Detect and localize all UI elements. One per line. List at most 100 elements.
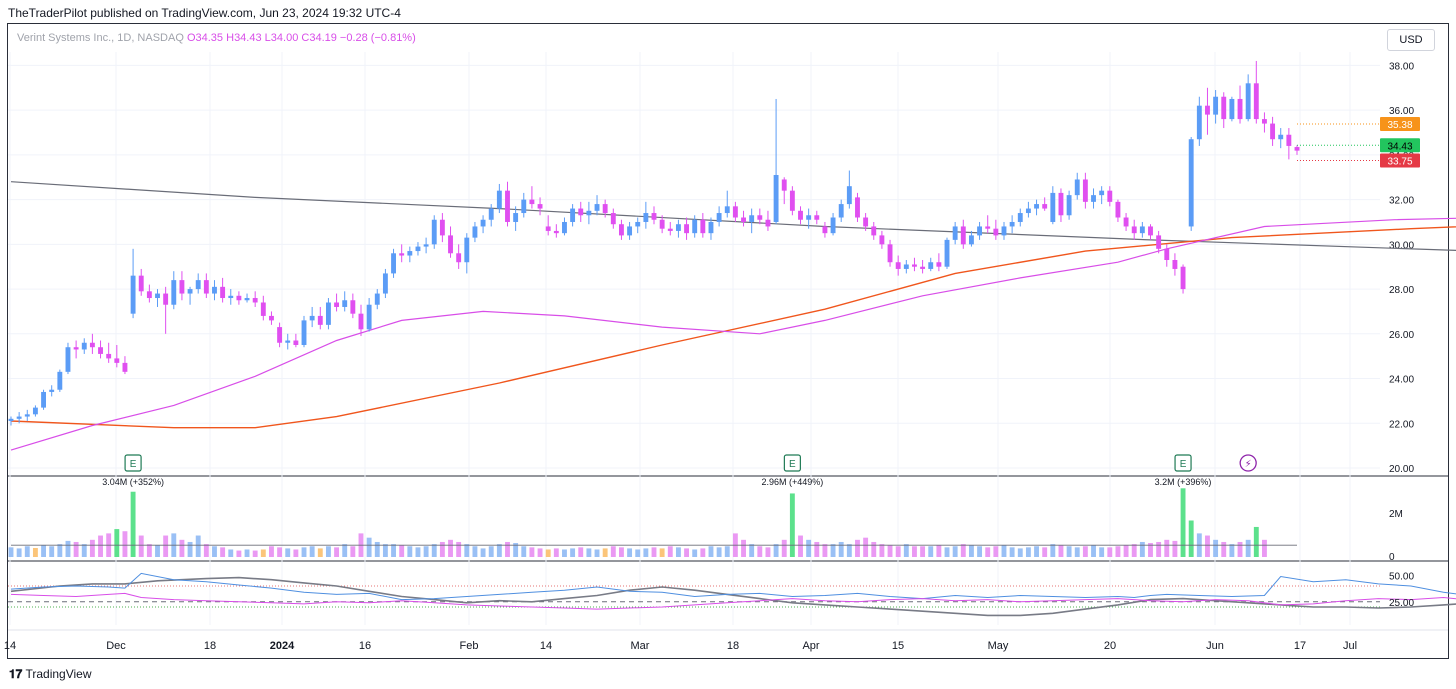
candle-body xyxy=(952,226,958,240)
candle-body xyxy=(464,237,470,263)
volume-bar xyxy=(757,546,763,557)
volume-bar xyxy=(293,549,299,557)
volume-bar xyxy=(895,546,901,557)
candle-body xyxy=(49,389,55,392)
volume-bar xyxy=(944,547,950,557)
volume-bar xyxy=(57,544,63,557)
candle-body xyxy=(171,280,177,305)
legend-high-label: H xyxy=(226,32,235,44)
volume-bar xyxy=(1229,544,1235,557)
candle-body xyxy=(659,219,665,229)
volume-bar xyxy=(879,544,885,557)
volume-bar xyxy=(49,546,55,557)
price-tick-label: 26.00 xyxy=(1389,330,1414,341)
candle-body xyxy=(570,208,576,222)
candle-body xyxy=(773,175,779,222)
candle-body xyxy=(350,300,356,314)
volume-bar xyxy=(8,547,14,557)
candle-body xyxy=(130,275,136,314)
volume-bar xyxy=(1042,547,1048,557)
candle-body xyxy=(32,407,38,415)
candle-body xyxy=(944,239,950,267)
volume-bar xyxy=(675,547,681,557)
volume-bar xyxy=(1253,526,1259,557)
volume-bar xyxy=(382,544,388,557)
volume-bar xyxy=(1017,548,1023,557)
split-lightning-icon xyxy=(1239,454,1257,472)
volume-bar xyxy=(903,544,909,557)
time-tick-label: Jun xyxy=(1206,640,1224,652)
candle-body xyxy=(488,208,494,220)
time-tick-label: May xyxy=(988,640,1009,652)
volume-bar xyxy=(968,545,974,557)
volume-bar xyxy=(928,546,934,557)
candle-body xyxy=(1074,179,1080,196)
candle-body xyxy=(830,217,836,234)
volume-bar xyxy=(920,546,926,557)
volume-bar xyxy=(1115,546,1121,557)
time-tick-label: 2024 xyxy=(270,640,295,652)
volume-bar xyxy=(130,491,136,557)
volume-bar xyxy=(488,546,494,557)
volume-bar xyxy=(798,535,803,557)
volume-bar xyxy=(545,549,551,557)
volume-bar xyxy=(1058,545,1064,557)
volume-bar xyxy=(635,549,641,557)
candle-body xyxy=(1025,208,1031,214)
volume-bar xyxy=(952,546,958,557)
candle-body xyxy=(16,416,22,419)
currency-button[interactable]: USD xyxy=(1387,29,1435,51)
volume-bar xyxy=(521,546,527,557)
candle-body xyxy=(1196,105,1202,140)
tradingview-logo-text: TradingView xyxy=(25,667,92,681)
volume-bar xyxy=(789,493,795,557)
time-tick-label: 16 xyxy=(359,640,371,652)
volume-bar xyxy=(993,546,999,557)
volume-bar xyxy=(317,548,323,557)
candle-body xyxy=(741,217,746,222)
ma-fast-line xyxy=(10,217,1456,451)
candle-body xyxy=(619,224,624,236)
volume-bar xyxy=(309,546,315,557)
candle-body xyxy=(765,219,771,227)
candle-body xyxy=(513,213,519,222)
volume-bar xyxy=(1139,541,1145,557)
candle-body xyxy=(521,199,527,214)
time-tick-label: 15 xyxy=(892,640,904,652)
candle-body xyxy=(236,295,242,301)
candle-body xyxy=(496,190,502,209)
volume-bar xyxy=(586,548,592,557)
published-caption: TheTraderPilot published on TradingView.… xyxy=(8,6,401,20)
volume-bar xyxy=(496,544,502,557)
volume-bar xyxy=(81,544,87,557)
volume-bar xyxy=(814,541,820,557)
candle-body xyxy=(1066,195,1072,216)
candle-body xyxy=(863,217,869,227)
candle-body xyxy=(977,226,983,236)
volume-bar xyxy=(439,541,445,557)
volume-bar xyxy=(1172,540,1178,557)
candle-body xyxy=(480,219,486,227)
volume-bar xyxy=(374,541,380,557)
earnings-icon-label: E xyxy=(1180,459,1187,470)
time-tick-label: 20 xyxy=(1104,640,1116,652)
volume-bar xyxy=(537,548,543,557)
candle-body xyxy=(1050,192,1056,222)
candle-body xyxy=(903,264,909,269)
candle-body xyxy=(1156,235,1162,249)
candle-body xyxy=(553,230,559,234)
candle-body xyxy=(806,215,812,220)
candle-body xyxy=(41,391,46,408)
candle-body xyxy=(675,224,681,231)
candle-body xyxy=(309,315,315,321)
legend-high: 34.43 xyxy=(234,32,262,44)
volume-bar xyxy=(643,548,649,557)
volume-bar xyxy=(98,535,103,557)
candle-body xyxy=(684,224,689,234)
volume-bar xyxy=(65,540,71,557)
candle-body xyxy=(594,204,600,211)
volume-bar xyxy=(163,535,169,557)
candle-body xyxy=(195,280,201,290)
time-tick-label: 14 xyxy=(4,640,16,652)
